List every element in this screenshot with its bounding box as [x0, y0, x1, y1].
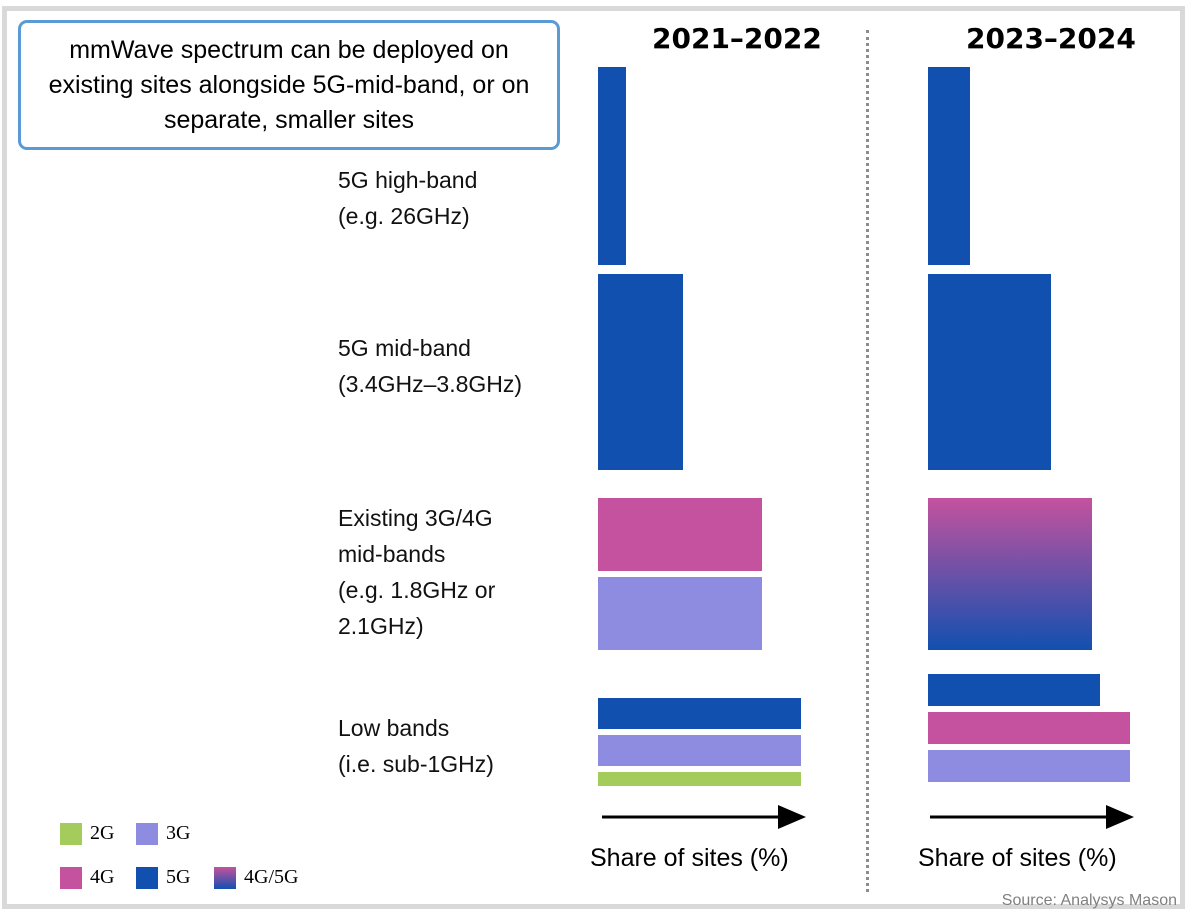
- legend-label-5g: 5G: [166, 866, 191, 888]
- source-note: Source: Analysys Mason: [1001, 892, 1177, 909]
- legend-item-3g: 3G: [136, 822, 190, 845]
- bar-2023-2024-3-5g: [928, 674, 1100, 706]
- bar-2023-2024-2-4g5g: [928, 498, 1092, 650]
- axis-arrow-right: [930, 805, 1134, 829]
- bar-2021-2022-2-3g: [598, 577, 763, 650]
- legend-label-4g5g: 4G/5G: [244, 866, 299, 888]
- period-divider: [866, 30, 869, 892]
- legend-swatch-3g: [136, 822, 158, 845]
- bar-2021-2022-3-3g: [598, 735, 801, 766]
- legend-swatch-2g: [60, 822, 82, 845]
- bar-2021-2022-3-5g: [598, 698, 801, 729]
- legend-item-2g: 2G: [60, 822, 114, 845]
- callout-box: mmWave spectrum can be deployed on exist…: [18, 20, 560, 150]
- legend-item-4g5g: 4G/5G: [214, 866, 298, 889]
- band-label-5g-mid: 5G mid-band (3.4GHz–3.8GHz): [338, 335, 523, 397]
- legend-label-2g: 2G: [90, 822, 115, 844]
- bar-2021-2022-0-5g: [598, 67, 627, 265]
- legend-swatch-4g: [60, 866, 82, 889]
- bar-2021-2022-2-4g: [598, 498, 763, 571]
- bar-2023-2024-0-5g: [928, 67, 971, 265]
- bar-2023-2024-3-3g: [928, 750, 1130, 782]
- bar-2021-2022-3-2g: [598, 772, 801, 786]
- legend-label-3g: 3G: [166, 822, 191, 844]
- bar-2023-2024-3-4g: [928, 712, 1130, 744]
- band-label-5g-high: 5G high-band (e.g. 26GHz): [338, 167, 478, 229]
- period-heading-2021-2022: 2021–2022: [652, 22, 822, 55]
- bar-2021-2022-1-5g: [598, 274, 684, 470]
- period-heading-2023-2024: 2023–2024: [966, 22, 1136, 55]
- axis-title-right: Share of sites (%): [918, 844, 1117, 872]
- band-label-low: Low bands (i.e. sub-1GHz): [338, 715, 494, 777]
- band-label-existing-mid: Existing 3G/4G mid-bands (e.g. 1.8GHz or…: [338, 505, 496, 639]
- legend-label-4g: 4G: [90, 866, 115, 888]
- legend-swatch-4g5g: [214, 866, 236, 889]
- bar-2023-2024-1-5g: [928, 274, 1052, 470]
- legend-item-5g: 5G: [136, 866, 190, 889]
- axis-title-left: Share of sites (%): [590, 844, 789, 872]
- legend-item-4g: 4G: [60, 866, 114, 889]
- legend-swatch-5g: [136, 866, 158, 889]
- axis-arrow-left: [602, 805, 806, 829]
